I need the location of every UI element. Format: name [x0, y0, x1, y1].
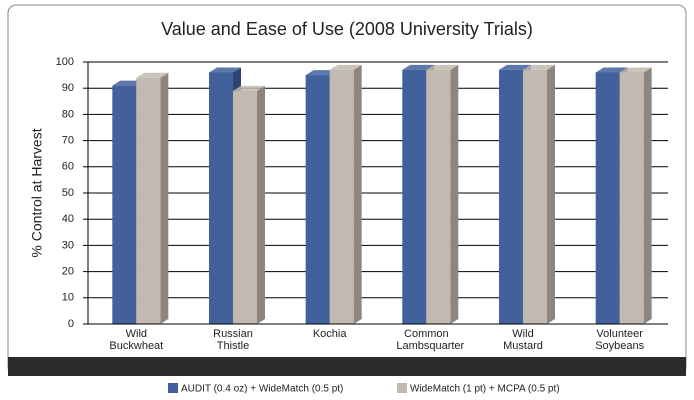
legend-label: AUDIT (0.4 oz) + WideMatch (0.5 pt) — [181, 384, 343, 395]
x-tick-label: Kochia — [312, 328, 347, 340]
bar-side — [547, 64, 555, 325]
bar-side — [353, 64, 362, 325]
bar — [523, 69, 547, 324]
y-tick-label: 90 — [62, 82, 74, 94]
x-tick-label: Wild Buckwheat — [109, 328, 164, 352]
y-tick-label: 80 — [62, 108, 74, 120]
bar — [233, 90, 257, 324]
bar-top — [499, 64, 531, 70]
bar-top — [136, 72, 169, 78]
bar-top — [619, 67, 652, 73]
y-tick-label: 0 — [68, 318, 74, 330]
chart-title: Value and Ease of Use (2008 University T… — [161, 19, 533, 39]
y-tick-label: 10 — [62, 292, 74, 304]
bar — [595, 72, 620, 324]
bar — [329, 69, 354, 324]
legend-swatch — [168, 383, 178, 393]
bar-top — [523, 64, 555, 70]
x-tick-label: Russian Thistle — [213, 328, 253, 352]
bar-side — [643, 67, 652, 324]
bar-top — [209, 67, 241, 73]
y-tick-label: 70 — [62, 135, 74, 147]
bar — [499, 69, 523, 324]
y-tick-label: 40 — [62, 213, 74, 225]
y-axis-label: % Control at Harvest — [29, 128, 45, 257]
y-tick-label: 50 — [62, 187, 74, 199]
bar — [136, 77, 161, 324]
bar — [619, 72, 644, 324]
bar-top — [595, 67, 628, 73]
bar-top — [233, 85, 265, 91]
footer-band — [8, 357, 686, 376]
x-tick-label: Volunteer Soybeans — [595, 328, 645, 352]
bar — [209, 72, 233, 324]
x-tick-label: Wild Mustard — [503, 328, 543, 352]
bar — [112, 85, 137, 324]
bar-side — [450, 64, 459, 325]
bar-side — [257, 85, 265, 324]
y-tick-label: 30 — [62, 239, 74, 251]
x-tick-label: Common Lambsquarter — [396, 328, 465, 352]
legend-swatch — [397, 383, 407, 393]
y-tick-label: 20 — [62, 266, 74, 278]
bar — [426, 69, 451, 324]
bar — [402, 69, 427, 324]
bar-top — [329, 64, 362, 70]
legend-label: WideMatch (1 pt) + MCPA (0.5 pt) — [410, 384, 560, 395]
bar — [305, 75, 330, 324]
bar-side — [160, 72, 169, 324]
bar-top — [402, 64, 435, 70]
y-tick-label: 60 — [62, 161, 74, 173]
y-tick-label: 100 — [56, 56, 74, 68]
bar-top — [426, 64, 459, 70]
